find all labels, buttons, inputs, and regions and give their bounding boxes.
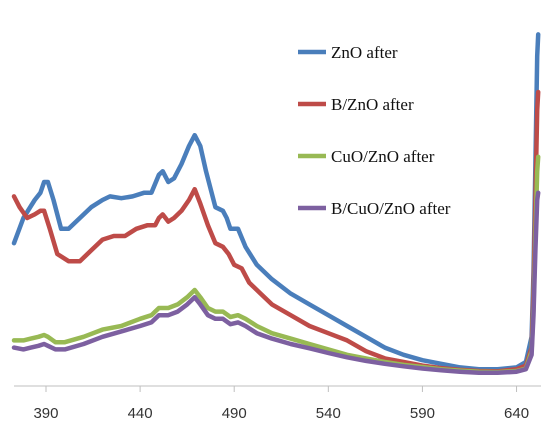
legend-label-1: ZnO after — [331, 43, 398, 62]
legend: ZnO after B/ZnO after CuO/ZnO after B/CuO/Z… — [298, 43, 451, 218]
x-tick-label-590: 590 — [410, 405, 435, 422]
legend-label-2: B/ZnO after — [331, 95, 414, 114]
series-line-2 — [11, 89, 541, 374]
x-tick-label-390: 390 — [33, 405, 58, 422]
x-tick-label-640: 640 — [504, 405, 529, 422]
x-axis-ticks: 390 440 490 540 590 640 — [33, 386, 529, 422]
legend-label-4: B/CuO/ZnO after — [331, 199, 451, 218]
series-line-1 — [11, 32, 541, 372]
x-tick-label-440: 440 — [128, 405, 153, 422]
series-lines — [11, 32, 541, 376]
x-tick-label-540: 540 — [316, 405, 341, 422]
legend-label-3: CuO/ZnO after — [331, 147, 435, 166]
series-line-4 — [11, 190, 541, 376]
x-tick-label-490: 490 — [222, 405, 247, 422]
